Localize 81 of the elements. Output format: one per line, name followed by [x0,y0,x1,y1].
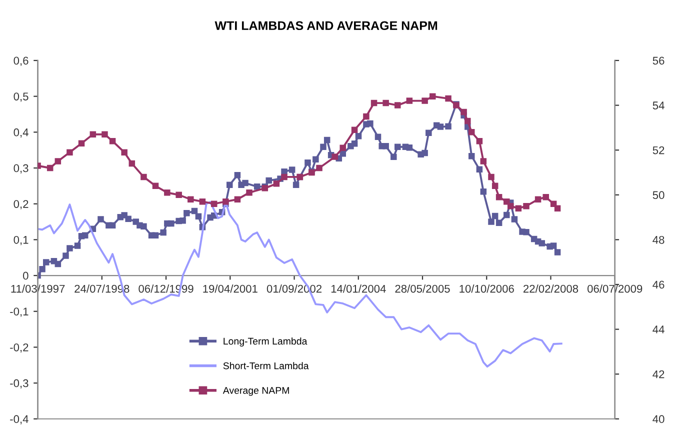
point [554,205,561,212]
x-tick-label: 19/04/2001 [203,284,258,293]
chart-title: WTI LAMBDAS AND AVERAGE NAPM [214,21,438,30]
y-tick-label: -0,4 [10,415,28,424]
point [507,202,514,210]
point [406,98,413,104]
point [382,100,389,106]
point [140,174,147,180]
x-tick-label: 01/09/2002 [266,284,322,293]
point [102,131,108,138]
point [492,182,498,190]
point [468,129,475,136]
point [121,149,128,156]
point [66,149,73,156]
point [460,108,467,116]
point [152,182,159,190]
x-tick-label: 28/05/2005 [395,284,450,293]
y-tick-label: -0,2 [10,343,28,353]
point [445,95,452,102]
y2-tick-label: 52 [652,146,664,154]
point [488,174,494,180]
point [90,131,96,138]
x-tick-label: 14/01/2004 [331,284,386,293]
y-tick-label: 0,5 [14,92,28,102]
point [422,98,428,104]
point [109,138,116,144]
y2-tick-label: 42 [652,370,664,378]
y-tick-label: 0 [23,272,28,280]
x-tick-label: 06/12/1999 [138,284,194,293]
point [273,180,280,187]
legend-label: Average NAPM [222,387,289,396]
y2-tick-label: 54 [652,102,664,110]
y-tick-label: 0,6 [14,56,28,66]
point [480,158,487,164]
y-tick-label: 0,3 [14,164,28,174]
point [542,194,549,200]
point [394,102,401,108]
point [332,154,338,160]
point [534,196,542,202]
x-tick-label: 22/02/2008 [524,284,578,293]
point [222,198,229,205]
point [316,164,322,172]
point [476,138,483,144]
point [515,205,522,212]
point [210,200,218,207]
point [128,160,136,167]
legend-label: Short-Term Lambda [223,362,309,370]
y-tick-label: -0,3 [10,379,28,388]
point [340,144,346,151]
point [464,118,471,124]
point [550,200,557,207]
point [188,196,194,202]
point [351,126,358,134]
point [246,190,252,196]
point [523,202,530,210]
y2-tick-label: 46 [652,280,664,289]
point [363,113,370,120]
point [496,194,502,200]
point [164,190,170,196]
legend-label: Long-Term Lambda [224,337,308,347]
y2-tick-label: 56 [652,56,664,65]
y2-tick-label: 44 [652,326,664,334]
y-tick-label: -0,1 [10,308,28,317]
y-tick-label: 0,4 [14,128,28,138]
y2-tick-label: 50 [652,191,664,200]
y-tick-label: 0,1 [14,236,28,246]
point [54,158,62,164]
point [199,198,206,205]
point [46,164,54,172]
point [78,140,85,146]
x-tick-label: 24/07/1998 [74,284,130,293]
point [234,196,241,202]
y-tick-label: 0,2 [14,200,28,210]
point [281,174,288,180]
point [370,100,378,106]
point [504,198,510,205]
point [430,93,436,100]
x-tick-label: 10/10/2006 [460,284,514,293]
y2-tick-label: 40 [652,415,664,424]
y2-tick-label: 48 [652,236,664,244]
point [176,192,182,198]
